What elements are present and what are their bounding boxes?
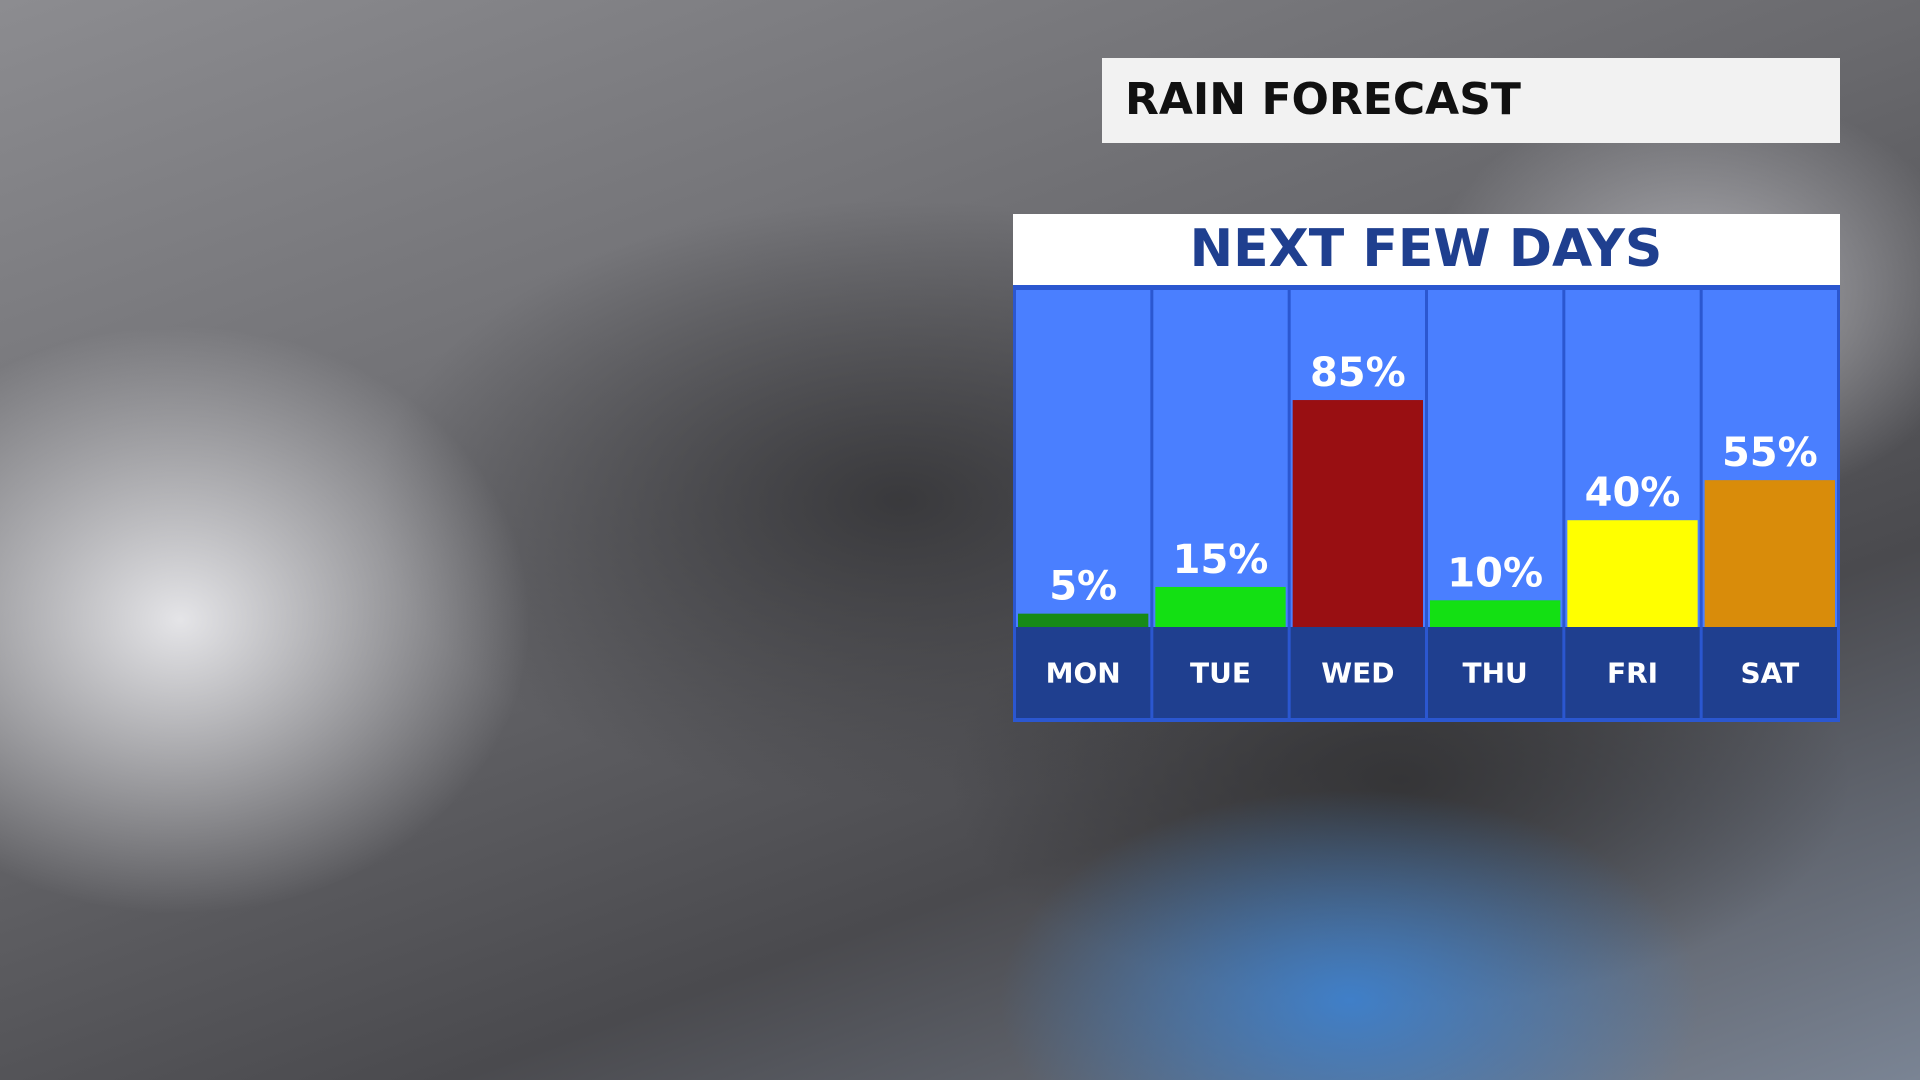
value-label: 10% bbox=[1447, 550, 1543, 596]
x-tick-label: SAT bbox=[1740, 657, 1799, 690]
day-band bbox=[1153, 627, 1288, 718]
value-label: 15% bbox=[1173, 537, 1269, 583]
value-label: 40% bbox=[1585, 470, 1681, 516]
panel bbox=[1013, 214, 1840, 722]
bar bbox=[1155, 586, 1286, 627]
value-label: 5% bbox=[1049, 564, 1117, 610]
chart-title: NEXT FEW DAYS bbox=[1190, 219, 1663, 279]
day-band bbox=[1016, 627, 1151, 718]
bar bbox=[1430, 600, 1561, 627]
x-tick-label: THU bbox=[1463, 657, 1528, 690]
column-background bbox=[1153, 290, 1288, 627]
day-band bbox=[1565, 627, 1700, 718]
day-band bbox=[1290, 627, 1425, 718]
value-label: 85% bbox=[1310, 350, 1406, 396]
day-band bbox=[1702, 627, 1837, 718]
x-tick-label: TUE bbox=[1190, 657, 1251, 690]
bar bbox=[1704, 480, 1835, 627]
day-band bbox=[1428, 627, 1563, 718]
panel-header bbox=[1013, 214, 1840, 285]
x-tick-label: FRI bbox=[1607, 657, 1658, 690]
bar bbox=[1567, 520, 1698, 627]
x-tick-label: MON bbox=[1046, 657, 1121, 690]
bar bbox=[1018, 613, 1149, 627]
value-label: 55% bbox=[1722, 430, 1818, 476]
column-background bbox=[1016, 290, 1151, 627]
bar bbox=[1292, 400, 1423, 627]
header-box bbox=[1102, 58, 1840, 143]
header-title: RAIN FORECAST bbox=[1125, 74, 1521, 125]
x-tick-label: WED bbox=[1321, 657, 1394, 690]
column-background bbox=[1428, 290, 1563, 627]
